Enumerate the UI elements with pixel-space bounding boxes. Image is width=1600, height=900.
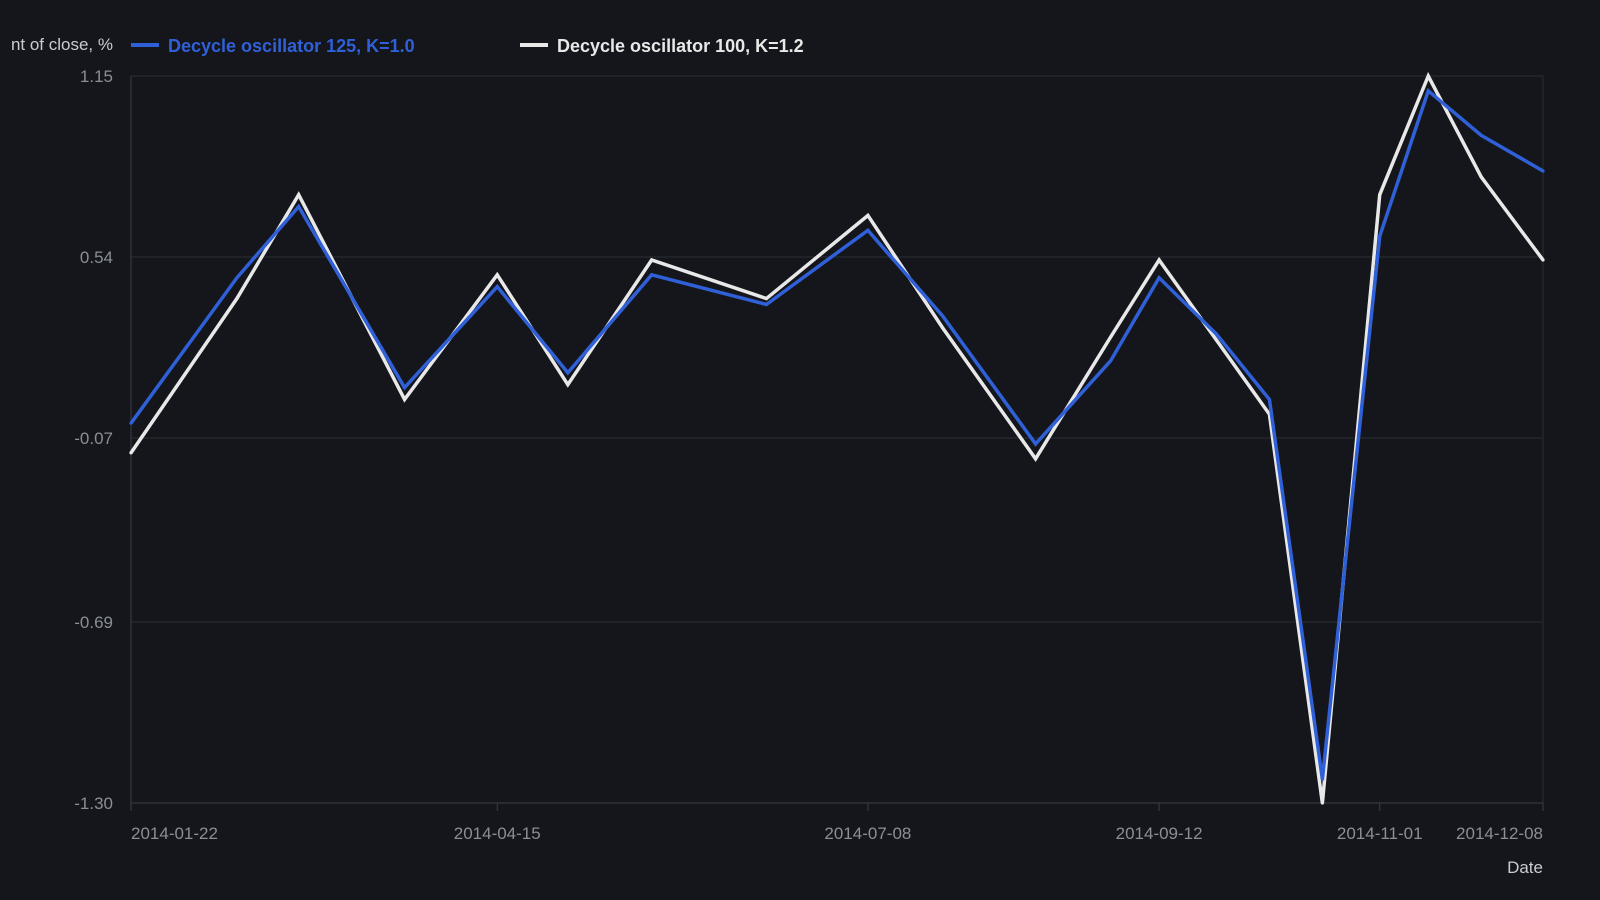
series-1-point-16: [1378, 234, 1382, 238]
series-2-point-3: [402, 397, 407, 402]
x-tick-label-2: 2014-07-08: [824, 824, 911, 843]
x-tick-label-0: 2014-01-22: [131, 824, 218, 843]
series-1-point-2: [297, 204, 301, 209]
series-2-point-16: [1378, 193, 1382, 197]
x-axis-title: Date: [1507, 858, 1543, 877]
series-2-point-18: [1479, 175, 1483, 179]
y-tick-label-4: -1.30: [74, 794, 113, 813]
series-2-point-15: [1320, 801, 1324, 805]
series-2-point-5: [566, 383, 570, 387]
y-tick-label-2: -0.07: [74, 429, 113, 448]
series-1-point-10: [1033, 442, 1038, 446]
series-2-point-4: [495, 273, 499, 277]
axes: 1.15 0.54 -0.07 -0.69 -1.30 2014-01-22 2014-04…: [74, 67, 1544, 843]
series-1-point-5: [566, 371, 570, 375]
y-axis-title: nt of close, %: [11, 35, 113, 54]
legend-label-series-1[interactable]: Decycle oscillator 125, K=1.0: [168, 36, 415, 56]
series-1-point-0: [129, 421, 133, 425]
series-2-point-8: [866, 213, 870, 218]
series-1-point-17: [1426, 89, 1430, 93]
series-2-point-11: [1108, 335, 1113, 339]
legend: Decycle oscillator 125, K=1.0 Decycle os…: [131, 36, 804, 56]
series-1-point-9: [941, 314, 945, 318]
series-2-point-1: [235, 296, 239, 301]
series-2-point-17: [1426, 74, 1430, 78]
series-2-point-10: [1033, 457, 1038, 461]
series-1-point-14: [1267, 397, 1272, 402]
series-1-point-1: [235, 276, 239, 280]
x-tick-label-4: 2014-11-01: [1337, 824, 1423, 843]
series-2-point-2: [297, 193, 301, 197]
series-1-point-3: [402, 385, 407, 390]
series-1-point-13: [1214, 332, 1219, 336]
series-1-point-19: [1541, 169, 1545, 173]
series-1-point-15: [1320, 777, 1324, 781]
series-1-point-12: [1157, 276, 1161, 280]
series-1-point-11: [1108, 359, 1113, 363]
series-1-point-18: [1479, 133, 1483, 137]
series-2-point-0: [129, 451, 133, 455]
series-2-point-6: [650, 258, 654, 262]
x-tick-label-5: 2014-12-08: [1456, 824, 1543, 843]
series-2-point-19: [1541, 258, 1545, 262]
series-line-2: [129, 71, 1545, 804]
series-1-point-7: [764, 302, 769, 307]
y-tick-label-3: -0.69: [74, 613, 113, 632]
series-2-point-13: [1214, 338, 1219, 342]
series-line-1: [129, 87, 1544, 780]
series-2-point-7: [764, 296, 769, 301]
x-tick-label-3: 2014-09-12: [1116, 824, 1203, 843]
y-tick-label-1: 0.54: [80, 248, 113, 267]
series-lines: [129, 71, 1545, 805]
series-2-point-12: [1157, 258, 1161, 262]
x-tick-label-1: 2014-04-15: [454, 824, 541, 843]
series-1-point-4: [495, 285, 499, 289]
legend-label-series-2[interactable]: Decycle oscillator 100, K=1.2: [557, 36, 804, 56]
y-tick-label-0: 1.15: [80, 67, 113, 86]
series-1-point-8: [866, 228, 870, 232]
series-2-point-9: [941, 326, 945, 330]
series-1-point-6: [650, 273, 654, 277]
